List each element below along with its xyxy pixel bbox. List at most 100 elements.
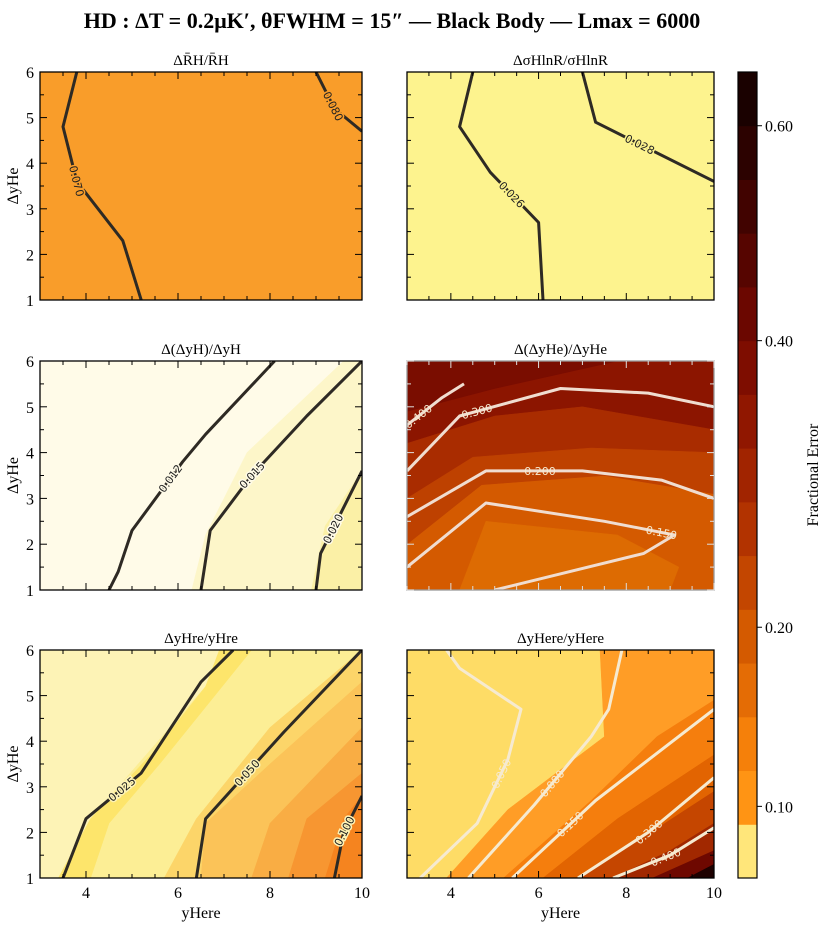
contour-line — [407, 382, 465, 427]
colorbar-segment — [738, 770, 757, 825]
ticks-p6 — [406, 649, 715, 879]
y-tick-label: 6 — [26, 354, 34, 371]
y-tick-label: 3 — [26, 202, 34, 219]
x-tick-label: 4 — [447, 885, 455, 902]
panel-title: ΔyHre/yHre — [164, 631, 238, 647]
x-axis-label: yHere — [541, 905, 580, 922]
panel-title: ΔyHere/yHere — [517, 631, 604, 647]
colorbar-segment — [738, 716, 757, 772]
ticks-p1 — [39, 71, 363, 301]
contour-line — [467, 650, 624, 878]
x-axis-label: yHere — [181, 905, 220, 922]
contour-line — [407, 501, 676, 590]
y-tick-label: 2 — [26, 825, 34, 842]
y-tick-label: 6 — [26, 643, 34, 660]
y-tick-label: 1 — [26, 583, 34, 600]
y-tick-label: 4 — [26, 446, 34, 463]
contour-line — [458, 72, 545, 300]
y-tick-label: 1 — [26, 871, 34, 888]
colorbar: 0.60 0.40 0.20 0.10 Fractional Error — [737, 71, 822, 879]
filled-band — [407, 361, 618, 412]
y-axis-label: ΔyHe — [5, 746, 22, 783]
colorbar-label: Fractional Error — [805, 423, 822, 526]
y-tick-label: 3 — [26, 491, 34, 508]
colorbar-segment — [738, 555, 757, 610]
y-tick-label: 4 — [26, 156, 34, 173]
contour-line — [577, 776, 714, 878]
y-tick-label: 6 — [26, 65, 34, 82]
contour-line — [194, 650, 362, 878]
ticks-p2 — [406, 71, 715, 301]
contour-line — [419, 650, 523, 878]
y-axis-label: ΔyHe — [5, 457, 22, 494]
filled-band — [58, 650, 252, 878]
ticks-p4 — [406, 360, 715, 591]
x-tick-label: 8 — [266, 885, 274, 902]
contour-label: 0.200 — [524, 465, 556, 478]
background-fill — [40, 72, 362, 300]
y-tick-label: 5 — [26, 400, 34, 417]
contour-label-group: 0.150 — [645, 524, 678, 543]
panel-title: ΔσHlnR/σHlnR — [513, 53, 608, 69]
y-tick-label: 1 — [26, 293, 34, 310]
contour-line — [612, 826, 714, 878]
ticks-p3 — [39, 360, 363, 591]
colorbar-segment — [738, 179, 757, 234]
panel-title: ΔR̄H/R̄H — [173, 53, 229, 69]
colorbar-segment — [738, 286, 757, 342]
colorbar-segment — [738, 394, 757, 449]
ticks-p5 — [39, 649, 363, 879]
colorbar-segment — [738, 448, 757, 503]
contour-label-group: 0.200 — [524, 465, 556, 478]
contour-line — [314, 470, 362, 590]
colorbar-segment — [738, 125, 757, 180]
contour-line — [511, 708, 714, 878]
y-axis-label: ΔyHe — [5, 168, 22, 205]
panel-title: Δ(ΔyH)/ΔyH — [161, 342, 241, 358]
colorbar-segment — [738, 233, 757, 288]
contour-line — [61, 650, 235, 878]
y-tick-label: 5 — [26, 689, 34, 706]
filled-band — [652, 850, 714, 878]
x-tick-label: 6 — [535, 885, 543, 902]
contour-line — [314, 72, 362, 133]
x-tick-label: 6 — [174, 885, 182, 902]
colorbar-segment — [738, 501, 757, 557]
colorbar-tick-label: 0.20 — [765, 620, 793, 637]
contour-line — [580, 72, 714, 183]
x-tick-label: 10 — [706, 885, 722, 902]
background-fill — [407, 72, 714, 300]
colorbar-segment — [738, 340, 757, 395]
contour-line — [107, 361, 276, 590]
y-tick-label: 2 — [26, 537, 34, 554]
colorbar-tick-label: 0.60 — [765, 119, 793, 136]
contour-line — [199, 361, 362, 590]
contour-label: 0.150 — [645, 524, 678, 543]
contour-line — [61, 72, 143, 300]
colorbar-segment — [738, 609, 757, 664]
contour-line — [407, 469, 714, 518]
panel-title: Δ(ΔyHe)/ΔyHe — [514, 342, 607, 358]
filled-band — [191, 361, 362, 590]
contour-line — [407, 387, 714, 472]
contour-line — [332, 795, 362, 878]
colorbar-segment — [738, 663, 757, 718]
colorbar-tick-label: 0.10 — [765, 799, 793, 816]
y-tick-label: 2 — [26, 247, 34, 264]
y-tick-label: 5 — [26, 111, 34, 128]
colorbar-frame — [737, 71, 758, 879]
colorbar-segment — [738, 72, 757, 127]
y-tick-label: 4 — [26, 734, 34, 751]
